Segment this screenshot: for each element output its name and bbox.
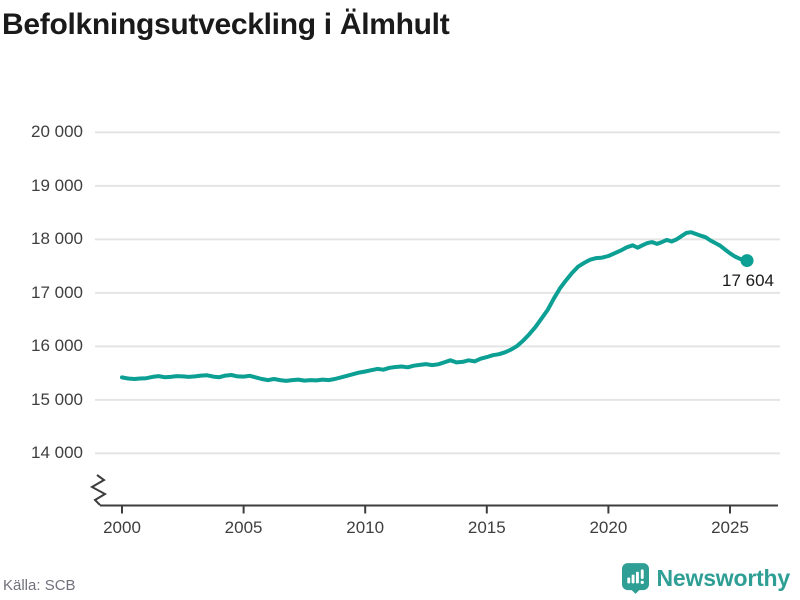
y-axis-tick-label: 17 000 [31, 282, 83, 302]
newsworthy-wordmark: Newsworthy [656, 565, 791, 591]
newsworthy-chart-bubble-icon [621, 563, 649, 594]
y-axis-tick-label: 14 000 [31, 443, 83, 463]
axis-break-squiggle [89, 474, 108, 506]
y-axis-tick-label: 19 000 [31, 175, 83, 195]
last-value-label: 17 604 [722, 271, 774, 290]
y-axis-tick-label: 18 000 [31, 229, 83, 249]
newsworthy-logo-link[interactable]: Newsworthy [621, 563, 791, 594]
y-axis-tick-label: 20 000 [31, 122, 83, 142]
x-axis-tick-label: 2015 [467, 518, 506, 537]
population-line-series [120, 230, 749, 383]
x-axis-tick-label: 2005 [224, 518, 263, 537]
x-axis-tick-label: 2000 [103, 518, 141, 537]
y-axis-tick-label: 15 000 [31, 389, 83, 409]
y-axis-tick-label: 16 000 [31, 336, 83, 356]
x-axis-tick-label: 2010 [346, 518, 385, 537]
x-axis-tick-label: 2020 [589, 518, 628, 537]
source-label: Källa: SCB [3, 577, 76, 594]
chart-title: Befolkningsutveckling i Älmhult [2, 8, 450, 41]
x-axis-tick-label: 2025 [711, 518, 749, 537]
end-point-marker [740, 254, 754, 268]
